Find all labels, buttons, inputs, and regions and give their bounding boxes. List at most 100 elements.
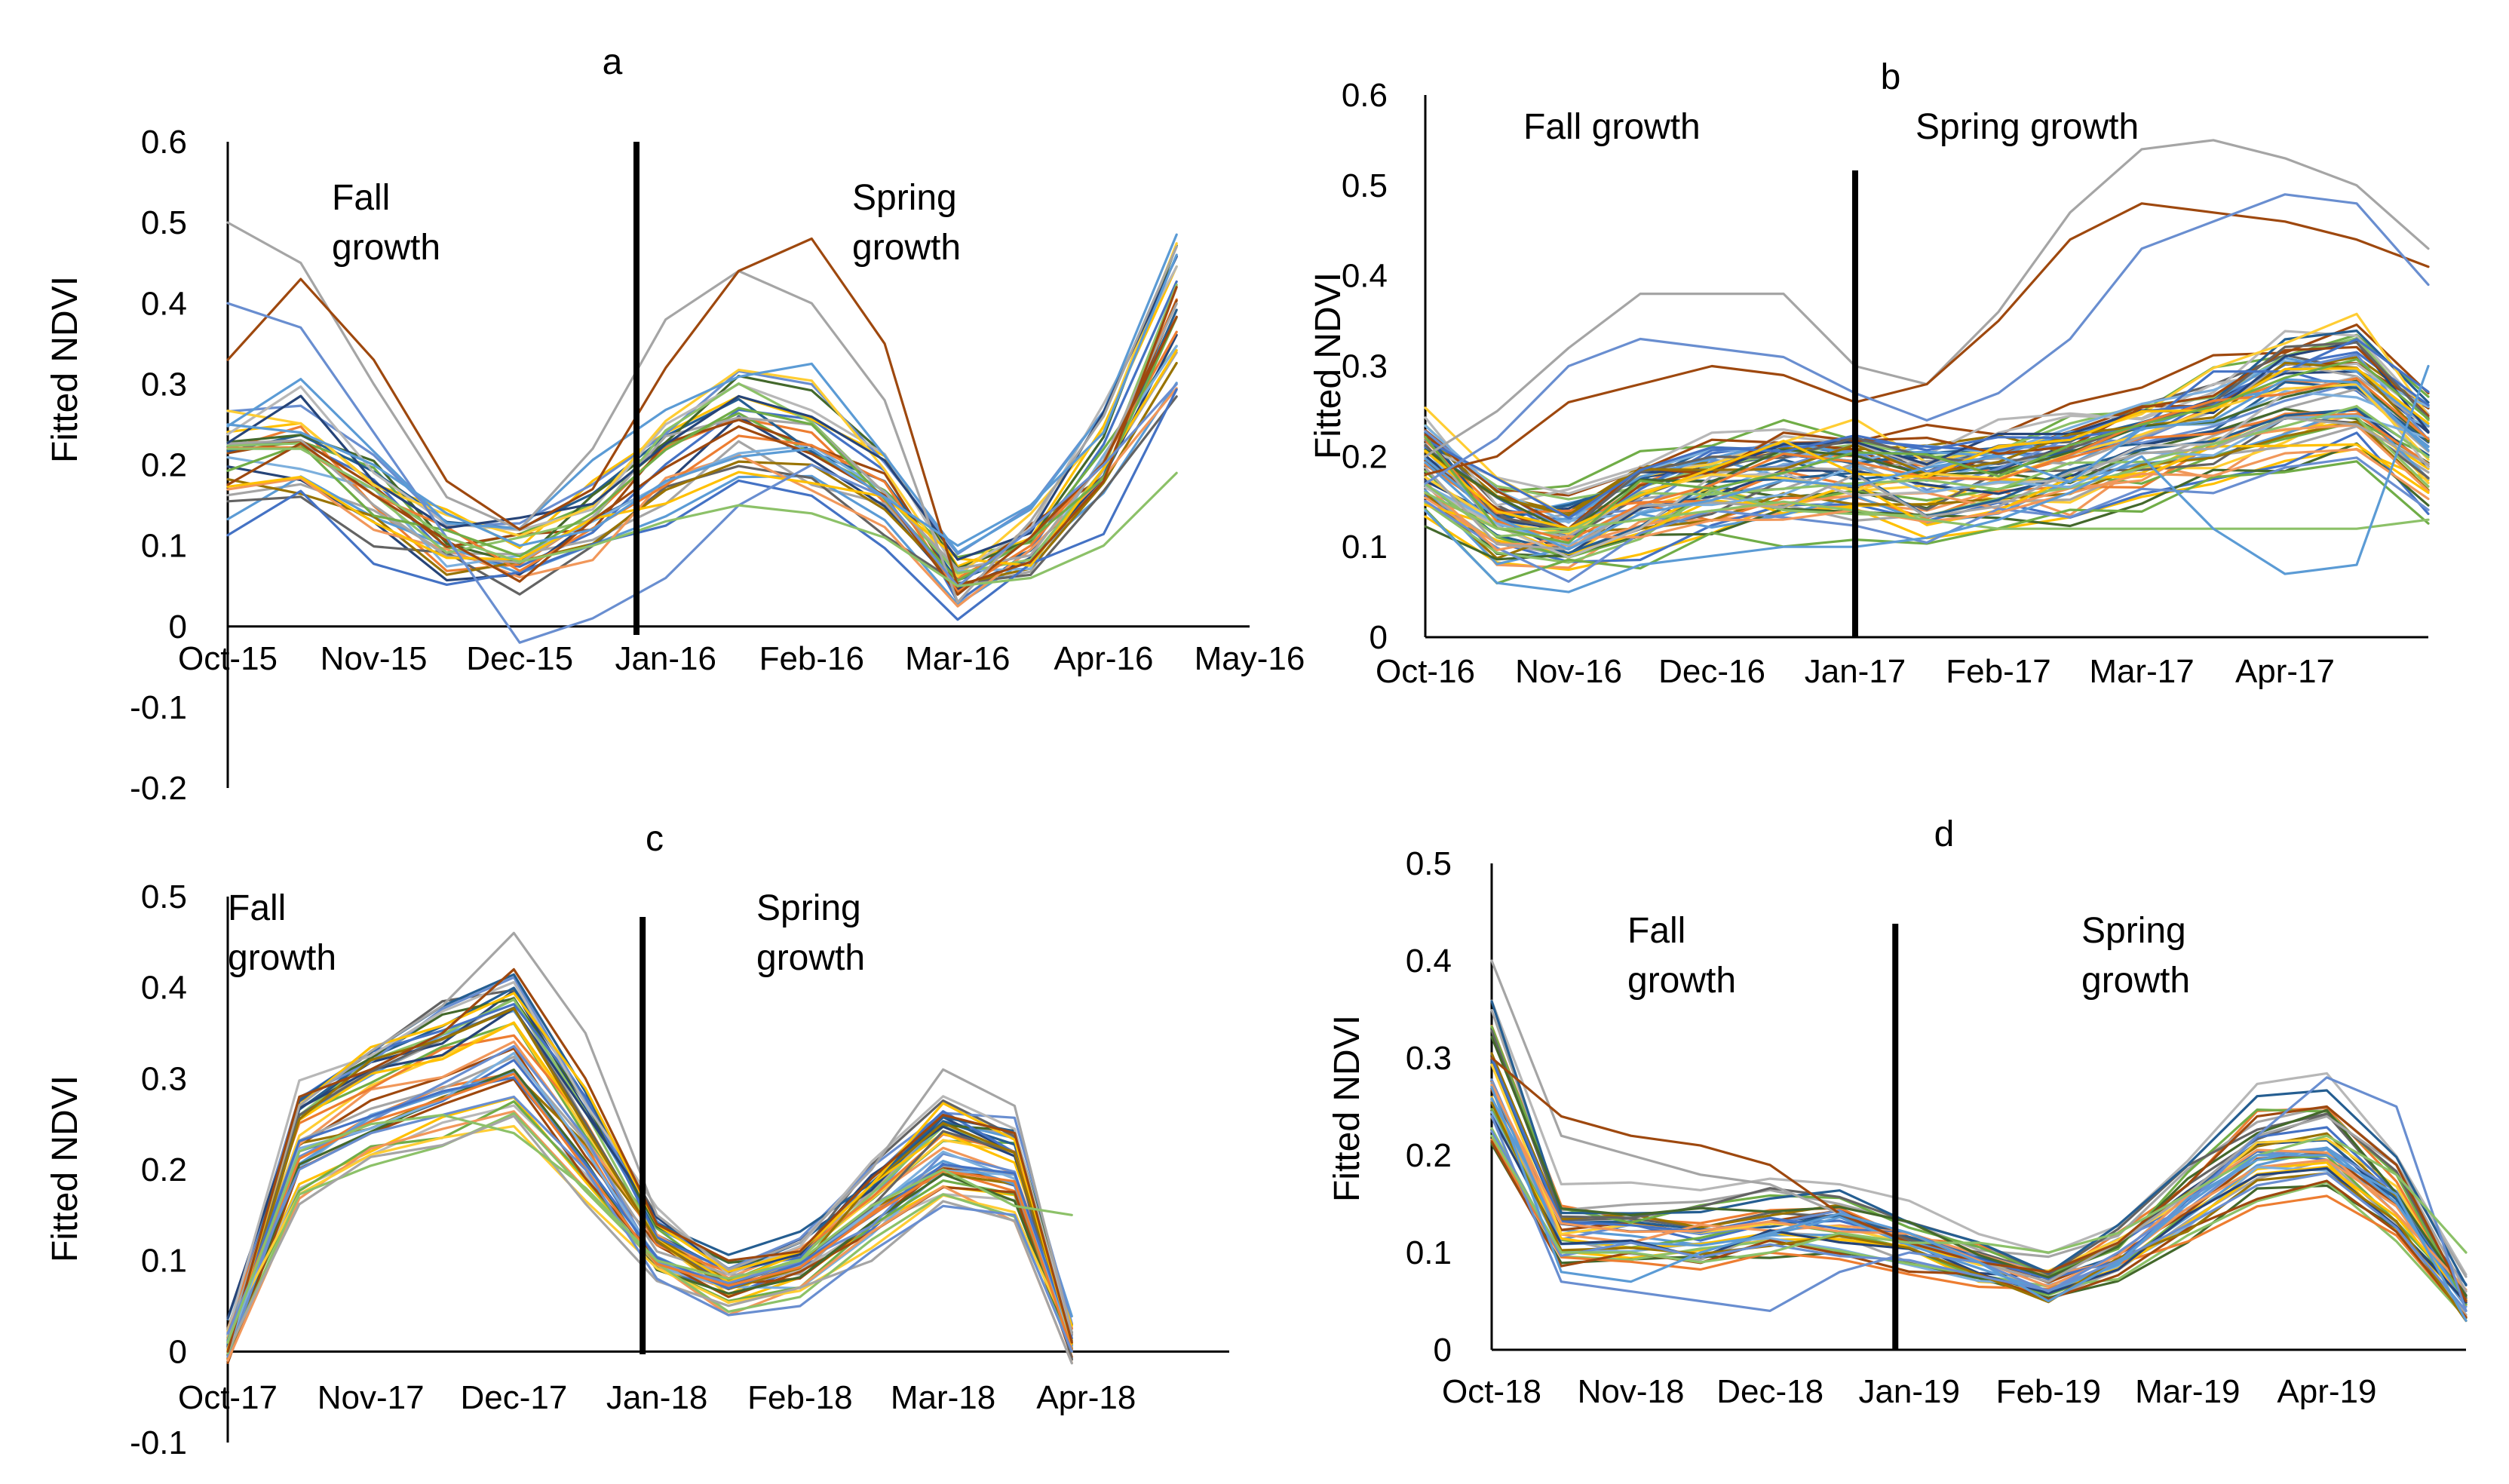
y-tick-label: 0.1 [1342, 529, 1388, 566]
x-tick-label: Dec-16 [1658, 653, 1765, 690]
y-tick-label: -0.1 [130, 689, 187, 726]
series-line-s1 [226, 221, 1178, 604]
series-line-s1 [1424, 139, 2430, 458]
y-tick-label: 0.4 [141, 285, 187, 322]
x-tick-label: Feb-18 [747, 1379, 852, 1416]
series-line-s2 [226, 237, 1178, 587]
y-tick-label: 0.3 [141, 366, 187, 403]
x-tick-label: Feb-19 [1996, 1373, 2101, 1410]
y-axis-title: Fitted NDVI [1308, 272, 1348, 459]
x-tick-label: Mar-17 [2089, 653, 2194, 690]
x-tick-label: Nov-16 [1515, 653, 1622, 690]
y-tick-label: 0.5 [1406, 845, 1452, 882]
series-line-26 [226, 315, 1178, 596]
series-line-s3 [226, 1095, 1073, 1353]
x-tick-label: Apr-18 [1036, 1379, 1136, 1416]
y-tick-label: 0.1 [1406, 1234, 1452, 1271]
series-line-13 [226, 256, 1178, 556]
panel-d: 0.5 0.4 0.3 0.2 0.1 0 Oct-18 Nov-18 Dec-18 Jan-19… [1327, 814, 2468, 1410]
series-line-s3 [226, 302, 1178, 644]
series-line-45 [1424, 341, 2430, 532]
series-line-20 [226, 330, 1178, 593]
y-axis-title: Fitted NDVI [45, 276, 85, 463]
x-tick-label: Apr-17 [2235, 653, 2335, 690]
x-tick-label: Mar-18 [891, 1379, 995, 1416]
y-tick-label: 0.3 [1342, 348, 1388, 385]
spring-growth-annotation-line: Spring [2081, 911, 2186, 951]
fall-growth-annotation-line: Fall [332, 178, 390, 218]
series-line-s4 [226, 447, 1178, 587]
series-line-48 [1424, 379, 2430, 534]
x-tick-label: Feb-17 [1946, 653, 2050, 690]
x-tick-label: Jan-17 [1805, 653, 1906, 690]
panel-c: 0.5 0.4 0.3 0.2 0.1 0 -0.1 Oct-17 Nov-17 Dec-17 Ja… [45, 819, 1229, 1461]
fall-growth-annotation-line: Fall [1627, 911, 1685, 951]
series-line-37 [226, 1076, 1073, 1341]
y-tick-label: 0.1 [141, 528, 187, 565]
series-line-23 [226, 233, 1178, 554]
x-tick-label: Mar-19 [2135, 1373, 2240, 1410]
series-line-s2 [1424, 202, 2430, 476]
fall-growth-annotation-line: growth [228, 938, 336, 978]
series-line-s5 [1490, 1086, 2468, 1322]
series-line-s5 [1424, 364, 2430, 593]
y-tick-label: 0.2 [141, 447, 187, 484]
series-line-s4 [226, 1113, 1073, 1344]
y-tick-label: 0 [169, 1333, 187, 1370]
y-tick-label: 0.4 [1342, 258, 1388, 295]
series-line-49 [1424, 456, 2430, 583]
series-line-14 [226, 387, 1178, 608]
fall-growth-annotation: Fall growth [228, 888, 336, 978]
spring-growth-annotation-line: growth [2081, 961, 2190, 1001]
spring-growth-annotation-line: Spring growth [1915, 107, 2139, 147]
series-line-7 [226, 333, 1178, 590]
spring-growth-annotation: Spring growth [756, 888, 865, 978]
series-line-32 [1490, 1083, 2468, 1292]
series-line-30 [1490, 1035, 2468, 1298]
y-tick-label: 0.5 [141, 204, 187, 241]
series-line-18 [226, 998, 1073, 1361]
y-tick-label: 0.6 [1342, 77, 1388, 114]
y-tick-label: 0.2 [1406, 1137, 1452, 1174]
fall-growth-annotation: Fall growth [1627, 911, 1736, 1001]
series-line-19 [226, 388, 1178, 621]
y-tick-label: 0 [1370, 619, 1388, 656]
spring-growth-annotation: Spring growth [852, 178, 961, 268]
spring-growth-annotation-line: growth [852, 228, 961, 268]
x-tick-label: Nov-17 [317, 1379, 425, 1416]
panel-a: 0.6 0.5 0.4 0.3 0.2 0.1 0 -0.1 -0.2 Oct-15 Nov-15 D… [45, 42, 1305, 807]
series-group [1424, 139, 2430, 593]
x-tick-label: Jan-19 [1858, 1373, 1960, 1410]
y-tick-label: 0.1 [141, 1243, 187, 1280]
series-group [226, 221, 1178, 644]
x-tick-label: Oct-17 [178, 1379, 278, 1416]
x-tick-label: Jan-18 [606, 1379, 708, 1416]
x-tick-label: Oct-16 [1376, 653, 1475, 690]
x-tick-label: Dec-17 [461, 1379, 568, 1416]
series-line-28 [226, 1007, 1073, 1360]
y-tick-label: 0 [1434, 1332, 1452, 1369]
fall-growth-annotation-line: growth [1627, 961, 1736, 1001]
series-line-s3 [1424, 193, 2430, 485]
series-line-15 [1490, 999, 2468, 1276]
series-line-s5 [226, 253, 1178, 547]
y-axis-title: Fitted NDVI [1327, 1015, 1367, 1202]
series-line-s4 [1490, 1134, 2468, 1264]
panel-label: a [603, 42, 623, 82]
x-tick-label: Mar-16 [905, 640, 1010, 677]
y-tick-label: 0 [169, 609, 187, 645]
series-group [1490, 959, 2468, 1323]
x-tick-label: Nov-15 [321, 640, 428, 677]
series-line-55 [1424, 338, 2430, 520]
panel-label: b [1881, 57, 1901, 97]
series-line-38 [226, 1072, 1073, 1351]
series-line-57 [1424, 416, 2430, 551]
series-line-58 [1424, 367, 2430, 530]
series-line-31 [1490, 1130, 2468, 1313]
panel-label: d [1934, 814, 1955, 854]
y-tick-label: 0.5 [1342, 167, 1388, 204]
y-tick-label: 0.3 [1406, 1040, 1452, 1077]
x-tick-label: Dec-15 [466, 640, 573, 677]
